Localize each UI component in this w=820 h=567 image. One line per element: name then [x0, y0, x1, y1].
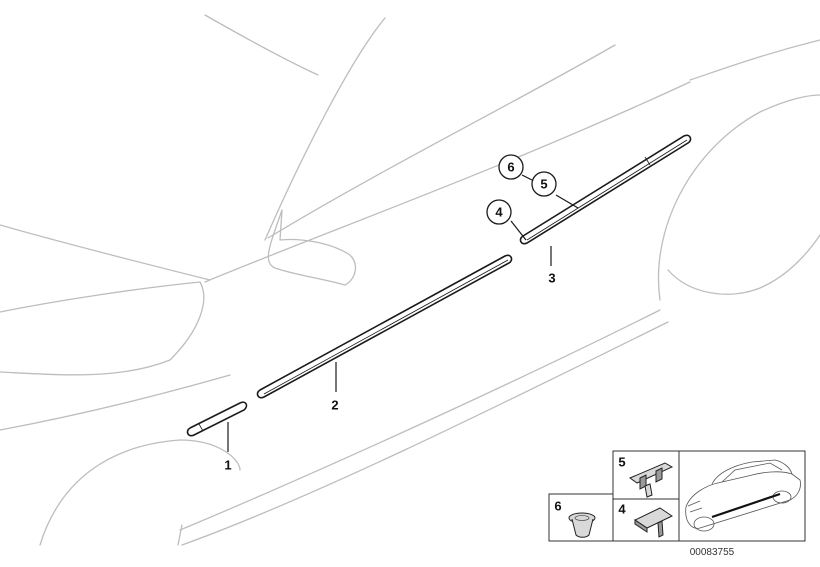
- window-lower-edge: [267, 44, 616, 239]
- a-pillar: [264, 17, 386, 241]
- strip-1-cap: [198, 423, 204, 432]
- roof-line: [204, 14, 319, 76]
- callout-1: 1: [224, 458, 231, 473]
- callout-2: 2: [331, 398, 338, 413]
- strip-1-body: [186, 401, 248, 437]
- callout-3: 3: [548, 271, 555, 286]
- car-body-outline: [0, 14, 820, 546]
- strip-2-inner-line: [263, 259, 509, 395]
- molding-strip-2[interactable]: [256, 254, 513, 399]
- overview-car-icon: [685, 459, 801, 532]
- leader-4: [510, 220, 527, 241]
- rear-wheel-arch: [657, 94, 820, 301]
- front-arch-bottom: [177, 524, 183, 546]
- callout-4: 4: [495, 205, 503, 220]
- leader-6: [521, 174, 533, 181]
- inset-label-6: 6: [554, 499, 561, 514]
- rocker-panel: [179, 309, 661, 531]
- rear-wheel: [667, 234, 820, 295]
- windshield-edge: [0, 224, 211, 281]
- grommet-part-icon: [568, 512, 596, 538]
- inset-label-4: 4: [618, 502, 626, 517]
- diagram-code: 00083755: [690, 547, 735, 558]
- inset-panel: 5 4 6: [548, 450, 806, 558]
- front-wheel-arch: [39, 439, 241, 546]
- inset-box-car: [678, 450, 806, 542]
- strip-3-end-mark: [644, 156, 651, 166]
- strip-3-inner-line: [526, 139, 688, 241]
- door-top: [204, 81, 691, 283]
- callout-circle-4: [486, 199, 512, 225]
- callout-circle-5: [531, 171, 557, 197]
- clip-part-icon: [628, 462, 674, 498]
- molding-strip-1[interactable]: [186, 401, 248, 437]
- molding-strip-3[interactable]: [519, 134, 692, 245]
- callout-5: 5: [540, 177, 547, 192]
- side-mirror: [267, 209, 357, 286]
- seal-pad-part-icon: [633, 507, 674, 538]
- strip-2-body: [256, 254, 513, 399]
- rear-quarter-line: [689, 39, 820, 81]
- hood-edge: [0, 281, 205, 376]
- leader-5: [555, 194, 579, 209]
- body-side-upper: [0, 374, 231, 431]
- inset-label-5: 5: [618, 455, 625, 470]
- rocker-lower: [181, 321, 669, 546]
- callout-circle-6: [498, 154, 524, 180]
- callout-6: 6: [507, 160, 514, 175]
